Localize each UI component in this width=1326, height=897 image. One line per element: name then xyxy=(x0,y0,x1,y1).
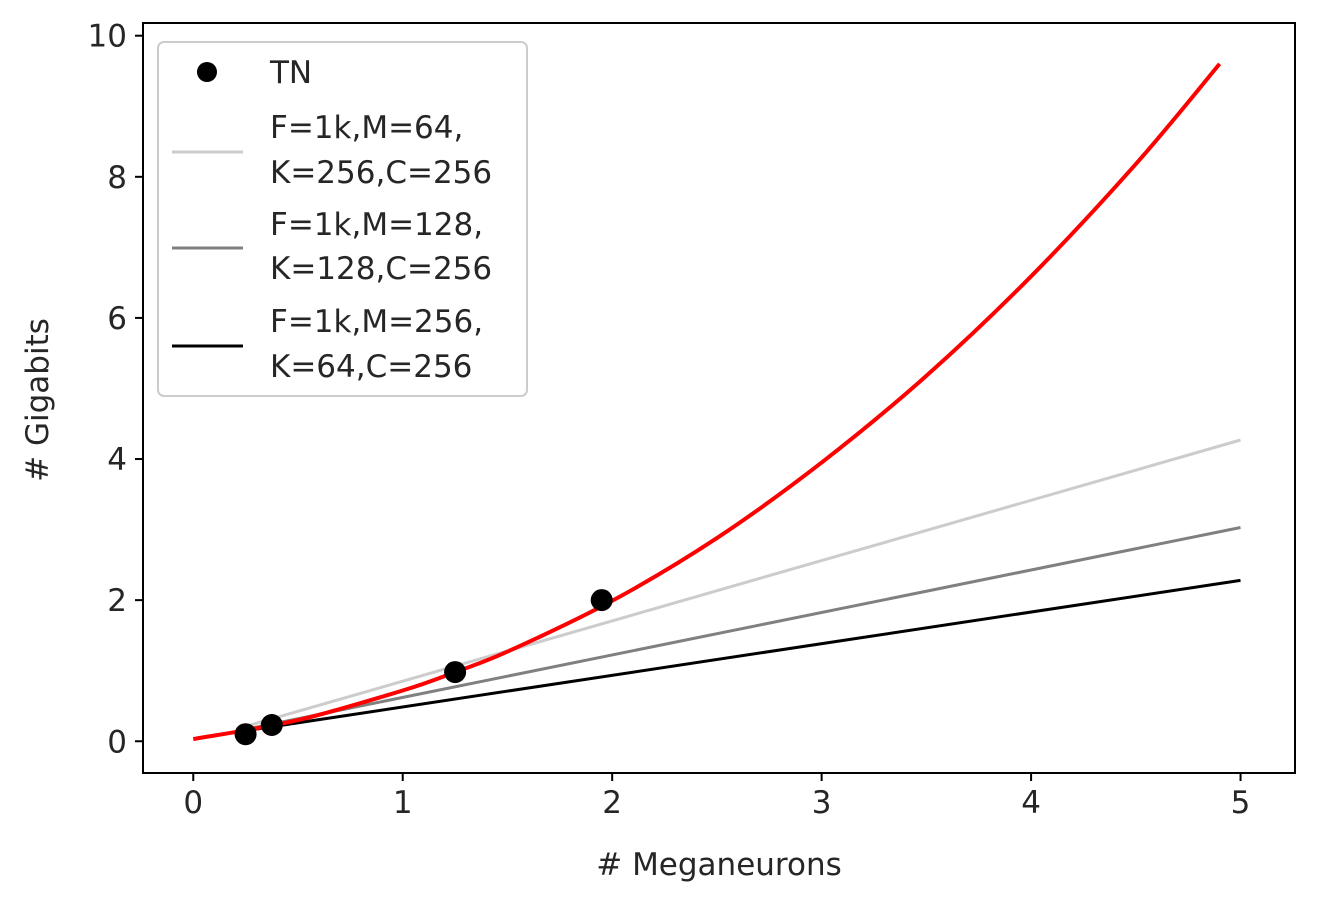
y-axis-label: # Gigabits xyxy=(20,318,56,482)
tn-point xyxy=(260,714,283,736)
plot-lines xyxy=(245,438,1241,733)
y-tick-label: 0 xyxy=(107,724,127,760)
series-line-1 xyxy=(245,438,1241,728)
x-tick-label: 5 xyxy=(1231,785,1251,821)
legend-label-series-1-line2: K=256,C=256 xyxy=(270,155,492,191)
x-tick-label: 3 xyxy=(812,785,832,821)
tn-point xyxy=(590,589,613,612)
legend-box xyxy=(157,41,528,397)
x-tick-label: 2 xyxy=(602,785,622,821)
x-tick-label: 0 xyxy=(183,785,203,821)
tn-point xyxy=(444,661,467,684)
y-tick-label: 2 xyxy=(107,583,127,619)
legend-label-series-3-line2: K=64,C=256 xyxy=(270,349,472,385)
plot-points xyxy=(234,589,613,746)
series-line-3 xyxy=(245,578,1241,733)
fit-curve xyxy=(192,62,1222,742)
y-tick-label: 4 xyxy=(107,442,127,478)
legend-marker-tn xyxy=(197,62,217,82)
y-tick-label: 6 xyxy=(107,301,127,337)
x-axis-ticks: 0 1 2 3 4 5 xyxy=(183,773,1250,821)
legend-label-series-2-line1: F=1k,M=128, xyxy=(270,207,483,243)
series-line-2 xyxy=(245,526,1241,731)
legend: TN F=1k,M=64, K=256,C=256 F=1k,M=128, K=… xyxy=(157,41,528,397)
legend-label-tn: TN xyxy=(269,55,312,91)
x-tick-label: 4 xyxy=(1021,785,1041,821)
plot-frame xyxy=(142,22,1296,774)
y-tick-label: 8 xyxy=(107,160,127,196)
legend-label-series-2-line2: K=128,C=256 xyxy=(270,251,492,287)
y-tick-label: 10 xyxy=(88,19,127,55)
y-axis-ticks: 0 2 4 6 8 10 xyxy=(88,19,143,760)
plot-curve xyxy=(192,62,1222,742)
legend-label-series-3-line1: F=1k,M=256, xyxy=(270,304,483,340)
x-axis-label: # Meganeurons xyxy=(596,847,842,883)
legend-label-series-1-line1: F=1k,M=64, xyxy=(270,110,463,146)
x-tick-label: 1 xyxy=(393,785,413,821)
tn-point xyxy=(234,723,257,746)
